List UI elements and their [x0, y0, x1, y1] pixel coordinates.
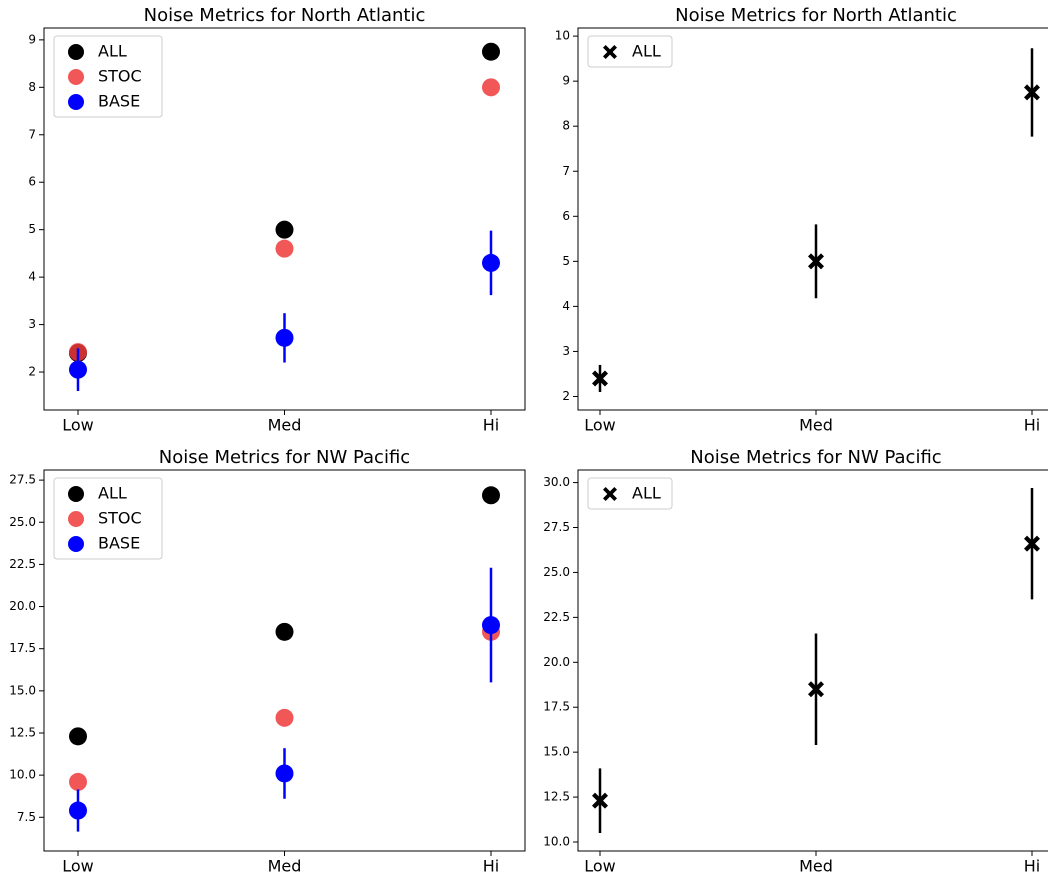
y-tick-label: 27.5	[9, 473, 36, 487]
marker	[69, 772, 87, 791]
x-tick-label: Med	[268, 416, 302, 435]
x-tick-label: Hi	[1024, 857, 1040, 876]
chart-title: Noise Metrics for North Atlantic	[144, 5, 426, 26]
x-tick-label: Med	[799, 857, 833, 876]
marker	[275, 328, 294, 347]
y-tick-label: 15.0	[543, 745, 570, 759]
legend-box	[587, 477, 673, 510]
x-tick-label: Hi	[483, 416, 499, 435]
y-tick-label: 10.0	[9, 768, 36, 782]
legend-marker	[603, 45, 617, 59]
y-tick-label: 9	[28, 32, 36, 46]
legend-box	[587, 35, 673, 68]
y-tick-label: 25.0	[9, 515, 36, 529]
legend-marker	[68, 69, 84, 85]
y-tick-label: 4	[562, 299, 570, 313]
marker	[275, 708, 294, 727]
y-tick-label: 9	[562, 74, 570, 88]
subplot: Noise Metrics for North Atlantic 2 3 4 5 6 7 8 9…	[555, 5, 1048, 435]
y-tick-label: 8	[28, 80, 36, 94]
x-tick-label: Low	[62, 416, 94, 435]
y-tick-label: 15.0	[9, 683, 36, 697]
legend-label: STOC	[98, 67, 142, 86]
y-tick-label: 6	[562, 209, 570, 223]
y-tick-label: 20.0	[543, 655, 570, 669]
legend-marker	[68, 94, 84, 110]
marker	[69, 727, 87, 746]
marker	[69, 360, 87, 379]
y-tick-label: 4	[28, 270, 36, 284]
x-tick-label: Low	[62, 857, 94, 876]
y-tick-label: 7	[28, 127, 36, 141]
y-tick-label: 12.5	[543, 790, 570, 804]
legend-label: ALL	[632, 484, 661, 503]
marker	[482, 42, 500, 61]
legend-label: ALL	[632, 42, 661, 61]
y-tick-label: 2	[28, 365, 36, 379]
chart-title: Noise Metrics for NW Pacific	[690, 447, 941, 468]
marker	[275, 764, 294, 783]
x-tick-label: Low	[584, 416, 616, 435]
legend-marker	[68, 536, 84, 552]
legend-marker	[68, 486, 84, 502]
legend-label: ALL	[98, 484, 127, 503]
y-tick-label: 10.0	[543, 835, 570, 849]
marker	[808, 253, 824, 270]
legend-label: ALL	[98, 42, 127, 61]
legend-marker	[68, 44, 84, 60]
y-tick-label: 25.0	[543, 565, 570, 579]
y-tick-label: 8	[562, 119, 570, 133]
marker	[69, 801, 87, 820]
y-tick-label: 5	[28, 222, 36, 236]
y-tick-label: 30.0	[543, 475, 570, 489]
x-tick-label: Med	[268, 857, 302, 876]
legend-marker	[68, 511, 84, 527]
subplot: Noise Metrics for NW Pacific 7.5 10.0 12.5 1…	[9, 447, 526, 876]
legend-label: BASE	[98, 534, 140, 553]
y-tick-label: 3	[28, 317, 36, 331]
chart-title: Noise Metrics for NW Pacific	[159, 447, 410, 468]
legend-label: STOC	[98, 509, 142, 528]
y-tick-label: 17.5	[9, 641, 36, 655]
subplot: Noise Metrics for North Atlantic 2 3 4 5 6 7 8 9…	[28, 5, 526, 435]
y-tick-label: 6	[28, 175, 36, 189]
marker	[1024, 84, 1040, 101]
marker	[275, 622, 294, 641]
marker	[592, 370, 608, 387]
y-tick-label: 22.5	[9, 557, 36, 571]
marker	[482, 78, 500, 97]
plot-area	[577, 469, 1048, 852]
chart-title: Noise Metrics for North Atlantic	[675, 5, 957, 26]
y-tick-label: 10	[555, 29, 570, 43]
marker	[275, 239, 294, 258]
y-tick-label: 3	[562, 344, 570, 358]
plot-area	[577, 27, 1048, 411]
marker	[275, 220, 294, 239]
marker	[482, 616, 500, 635]
x-tick-label: Low	[584, 857, 616, 876]
x-tick-label: Hi	[1024, 416, 1040, 435]
marker	[1024, 535, 1040, 552]
legend-label: BASE	[98, 92, 140, 111]
y-tick-label: 20.0	[9, 599, 36, 613]
y-tick-label: 22.5	[543, 610, 570, 624]
y-tick-label: 17.5	[543, 700, 570, 714]
y-tick-label: 27.5	[543, 520, 570, 534]
marker	[482, 253, 500, 272]
y-tick-label: 12.5	[9, 725, 36, 739]
legend-marker	[603, 487, 617, 501]
subplot: Noise Metrics for NW Pacific 10.0 12.5 15.0…	[543, 447, 1048, 876]
y-tick-label: 7	[562, 164, 570, 178]
x-tick-label: Hi	[483, 857, 499, 876]
marker	[482, 486, 500, 505]
y-tick-label: 5	[562, 254, 570, 268]
y-tick-label: 7.5	[17, 810, 36, 824]
y-tick-label: 2	[562, 389, 570, 403]
marker	[592, 792, 608, 809]
x-tick-label: Med	[799, 416, 833, 435]
marker	[808, 681, 824, 698]
